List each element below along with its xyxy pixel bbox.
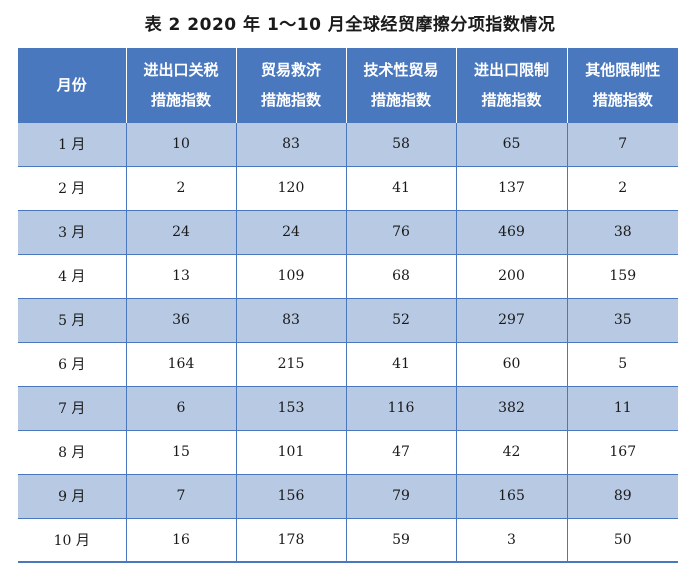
trade-friction-index-table: 月份 进出口关税 措施指数 贸易救济 措施指数 技术性贸易 措施指数 进出口限制… bbox=[18, 48, 678, 563]
cell-value: 52 bbox=[346, 297, 457, 342]
cell-value: 2 bbox=[126, 165, 237, 210]
cell-value: 5 bbox=[567, 341, 678, 386]
header-row: 月份 进出口关税 措施指数 贸易救济 措施指数 技术性贸易 措施指数 进出口限制… bbox=[18, 48, 678, 122]
header-technical: 技术性贸易 措施指数 bbox=[346, 48, 457, 122]
cell-value: 7 bbox=[126, 473, 237, 518]
cell-value: 137 bbox=[456, 165, 568, 210]
cell-value: 178 bbox=[236, 517, 347, 563]
cell-value: 47 bbox=[346, 429, 457, 474]
table-row: 5 月 36 83 52 297 35 bbox=[18, 297, 678, 342]
cell-value: 50 bbox=[567, 517, 678, 563]
cell-value: 3 bbox=[456, 517, 568, 563]
table-row: 6 月 164 215 41 60 5 bbox=[18, 341, 678, 386]
table-row: 10 月 16 178 59 3 50 bbox=[18, 517, 678, 563]
header-other-restrictive: 其他限制性 措施指数 bbox=[567, 48, 678, 122]
cell-value: 76 bbox=[346, 209, 457, 254]
header-label: 措施指数 bbox=[260, 90, 321, 109]
table-row: 8 月 15 101 47 42 167 bbox=[18, 429, 678, 474]
cell-value: 36 bbox=[126, 297, 237, 342]
header-label: 措施指数 bbox=[592, 90, 653, 109]
cell-value: 2 bbox=[567, 165, 678, 210]
cell-value: 83 bbox=[236, 297, 347, 342]
table-row: 3 月 24 24 76 469 38 bbox=[18, 209, 678, 254]
header-label: 其他限制性 bbox=[585, 60, 661, 79]
cell-month: 4 月 bbox=[18, 253, 127, 298]
cell-value: 24 bbox=[236, 209, 347, 254]
cell-value: 156 bbox=[236, 473, 347, 518]
cell-value: 215 bbox=[236, 341, 347, 386]
cell-value: 109 bbox=[236, 253, 347, 298]
cell-value: 16 bbox=[126, 517, 237, 563]
cell-value: 65 bbox=[456, 121, 568, 166]
header-trade-remedy: 贸易救济 措施指数 bbox=[236, 48, 347, 122]
header-label: 进出口关税 bbox=[143, 60, 219, 79]
cell-value: 382 bbox=[456, 385, 568, 430]
cell-value: 469 bbox=[456, 209, 568, 254]
cell-value: 41 bbox=[346, 341, 457, 386]
cell-value: 15 bbox=[126, 429, 237, 474]
cell-value: 159 bbox=[567, 253, 678, 298]
table-row: 7 月 6 153 116 382 11 bbox=[18, 385, 678, 430]
cell-value: 7 bbox=[567, 121, 678, 166]
cell-value: 116 bbox=[346, 385, 457, 430]
cell-month: 8 月 bbox=[18, 429, 127, 474]
header-label: 措施指数 bbox=[370, 90, 431, 109]
cell-value: 120 bbox=[236, 165, 347, 210]
header-label: 措施指数 bbox=[481, 90, 542, 109]
table-title: 表 2 2020 年 1～10 月全球经贸摩擦分项指数情况 bbox=[144, 15, 556, 35]
cell-value: 6 bbox=[126, 385, 237, 430]
cell-value: 38 bbox=[567, 209, 678, 254]
cell-value: 153 bbox=[236, 385, 347, 430]
header-label: 措施指数 bbox=[150, 90, 211, 109]
cell-value: 79 bbox=[346, 473, 457, 518]
table-row: 2 月 2 120 41 137 2 bbox=[18, 165, 678, 210]
cell-value: 297 bbox=[456, 297, 568, 342]
table-row: 4 月 13 109 68 200 159 bbox=[18, 253, 678, 298]
cell-value: 35 bbox=[567, 297, 678, 342]
header-label: 进出口限制 bbox=[473, 60, 549, 79]
header-label: 月份 bbox=[56, 75, 87, 94]
header-label: 技术性贸易 bbox=[363, 60, 439, 79]
cell-month: 2 月 bbox=[18, 165, 127, 210]
cell-value: 41 bbox=[346, 165, 457, 210]
header-import-export-restriction: 进出口限制 措施指数 bbox=[456, 48, 568, 122]
cell-month: 1 月 bbox=[18, 121, 127, 166]
cell-month: 10 月 bbox=[18, 517, 127, 563]
cell-month: 7 月 bbox=[18, 385, 127, 430]
cell-month: 5 月 bbox=[18, 297, 127, 342]
header-month: 月份 bbox=[18, 48, 127, 122]
header-tariff: 进出口关税 措施指数 bbox=[126, 48, 237, 122]
table-row: 9 月 7 156 79 165 89 bbox=[18, 473, 678, 518]
cell-value: 13 bbox=[126, 253, 237, 298]
cell-value: 59 bbox=[346, 517, 457, 563]
cell-month: 3 月 bbox=[18, 209, 127, 254]
cell-month: 6 月 bbox=[18, 341, 127, 386]
cell-value: 167 bbox=[567, 429, 678, 474]
cell-value: 10 bbox=[126, 121, 237, 166]
cell-value: 58 bbox=[346, 121, 457, 166]
cell-value: 89 bbox=[567, 473, 678, 518]
cell-value: 101 bbox=[236, 429, 347, 474]
table-row: 1 月 10 83 58 65 7 bbox=[18, 121, 678, 166]
cell-value: 42 bbox=[456, 429, 568, 474]
cell-value: 11 bbox=[567, 385, 678, 430]
cell-value: 165 bbox=[456, 473, 568, 518]
cell-value: 68 bbox=[346, 253, 457, 298]
cell-value: 164 bbox=[126, 341, 237, 386]
cell-value: 83 bbox=[236, 121, 347, 166]
cell-value: 24 bbox=[126, 209, 237, 254]
cell-month: 9 月 bbox=[18, 473, 127, 518]
header-label: 贸易救济 bbox=[260, 60, 321, 79]
cell-value: 60 bbox=[456, 341, 568, 386]
cell-value: 200 bbox=[456, 253, 568, 298]
